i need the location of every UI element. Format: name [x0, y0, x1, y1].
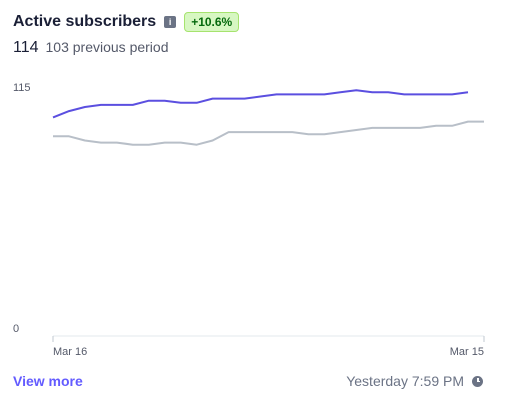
clock-icon: [472, 375, 483, 387]
line-chart: 115 0 Mar 16 Mar 15: [13, 82, 485, 358]
y-tick-label-min: 0: [13, 323, 19, 335]
series-line-current: [52, 89, 469, 119]
series-layer: [52, 89, 484, 146]
x-tick-label-end: Mar 15: [450, 346, 484, 358]
current-value: 114: [13, 39, 39, 56]
info-icon[interactable]: i: [164, 16, 177, 28]
change-badge: +10.6%: [184, 12, 240, 32]
last-updated-text: Yesterday 7:59 PM: [346, 373, 464, 389]
view-more-link[interactable]: View more: [13, 373, 83, 389]
series-line-previous: [53, 120, 484, 146]
previous-period-value: 103 previous period: [45, 39, 169, 55]
card-header: Active subscribers i +10.6%: [13, 11, 240, 33]
card-title: Active subscribers: [13, 13, 157, 30]
summary: 114 103 previous period: [13, 39, 169, 57]
y-tick-label-max: 115: [13, 82, 31, 94]
x-tick-label-start: Mar 16: [53, 346, 87, 358]
last-updated: Yesterday 7:59 PM: [346, 373, 483, 389]
